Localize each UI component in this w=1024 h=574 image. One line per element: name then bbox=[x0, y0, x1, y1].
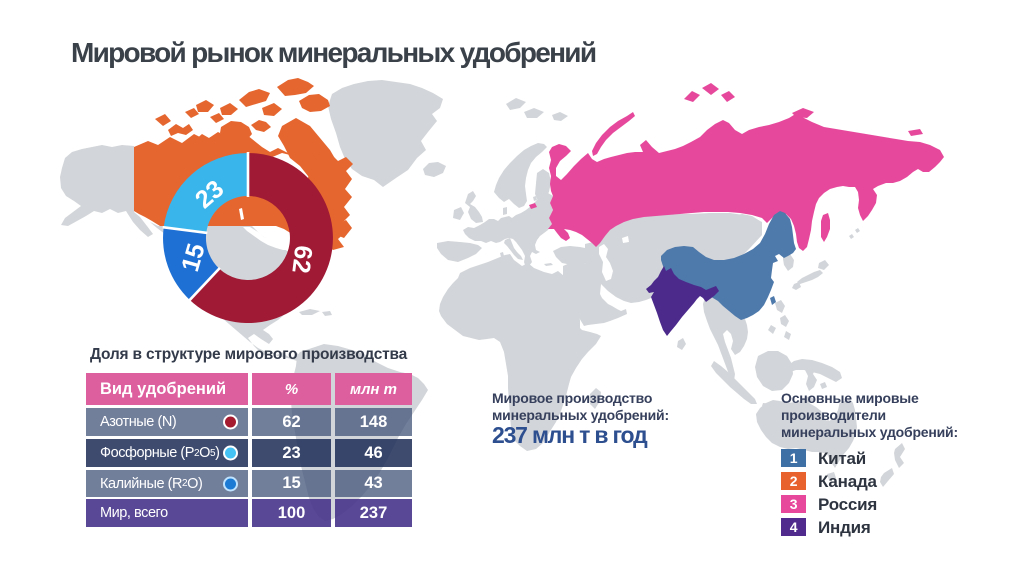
svg-text:62: 62 bbox=[286, 244, 317, 275]
